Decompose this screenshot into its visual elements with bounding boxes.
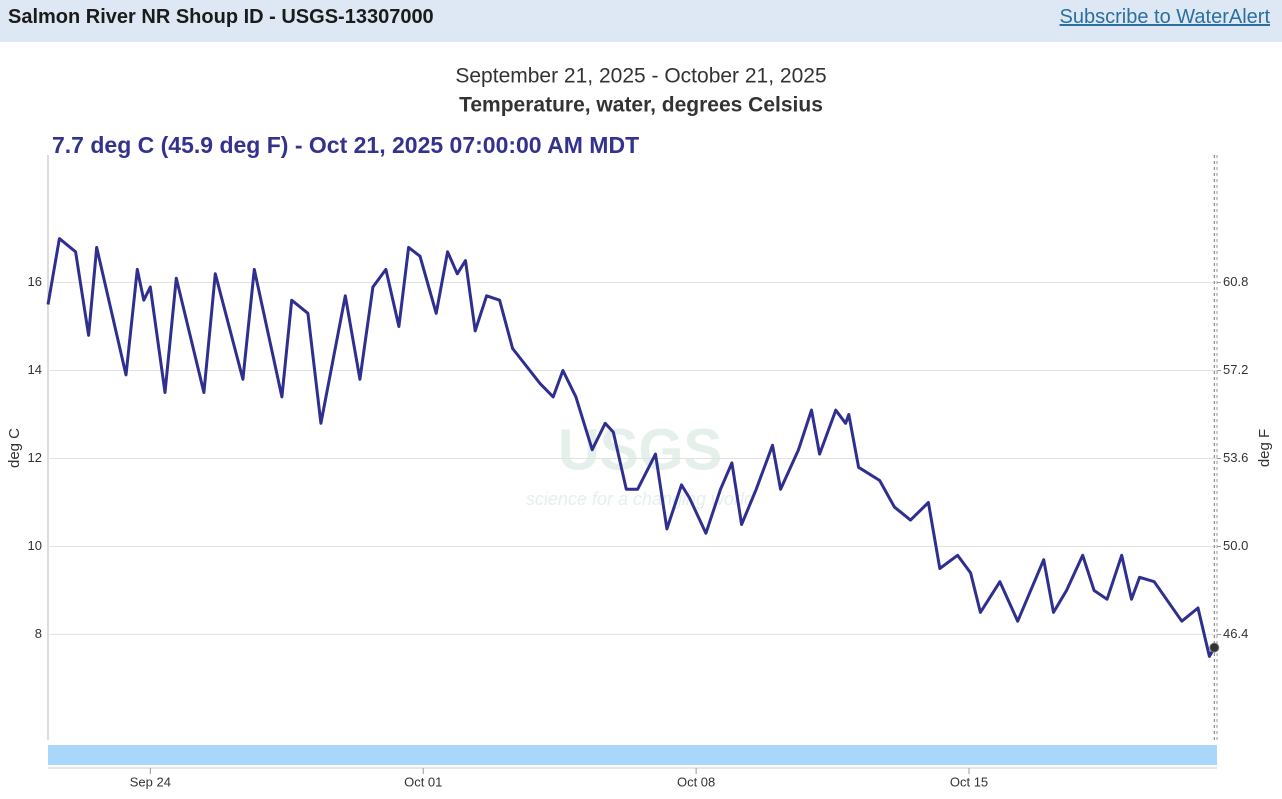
chart: September 21, 2025 - October 21, 2025 Te… bbox=[6, 65, 1273, 790]
y-axis-label: deg C bbox=[6, 428, 23, 468]
x-tick-label: Oct 01 bbox=[404, 774, 442, 789]
header: Salmon River NR Shoup ID - USGS-13307000… bbox=[0, 0, 1282, 42]
y2-tick-label: 50.0 bbox=[1223, 538, 1248, 553]
x-tick-label: Sep 24 bbox=[130, 774, 171, 789]
y-tick-label: 14 bbox=[28, 362, 42, 377]
current-point bbox=[1209, 642, 1220, 653]
chart-title: Temperature, water, degrees Celsius bbox=[459, 94, 823, 117]
y2-tick-label: 57.2 bbox=[1223, 362, 1248, 377]
x-tick-label: Oct 08 bbox=[677, 774, 715, 789]
y2-tick-label: 53.6 bbox=[1223, 450, 1248, 465]
subscribe-link[interactable]: Subscribe to WaterAlert bbox=[1059, 6, 1270, 28]
y2-tick-label: 60.8 bbox=[1223, 274, 1248, 289]
current-value: 7.7 deg C (45.9 deg F) - Oct 21, 2025 07… bbox=[52, 132, 639, 158]
watermark-tagline: science for a changing world bbox=[526, 489, 755, 509]
y2-axis-label: deg F bbox=[1256, 429, 1273, 467]
y-tick-label: 8 bbox=[35, 626, 42, 641]
y-tick-label: 16 bbox=[28, 274, 42, 289]
x-tick-label: Oct 15 bbox=[950, 774, 988, 789]
y2-tick-label: 46.4 bbox=[1223, 626, 1248, 641]
chart-subtitle: September 21, 2025 - October 21, 2025 bbox=[455, 65, 826, 88]
y-tick-label: 12 bbox=[28, 450, 42, 465]
y-tick-label: 10 bbox=[28, 538, 42, 553]
site-title: Salmon River NR Shoup ID - USGS-13307000 bbox=[8, 6, 434, 28]
data-line bbox=[46, 237, 1216, 658]
watermark-logo: USGS bbox=[558, 417, 722, 482]
brush-bar[interactable] bbox=[48, 745, 1217, 765]
